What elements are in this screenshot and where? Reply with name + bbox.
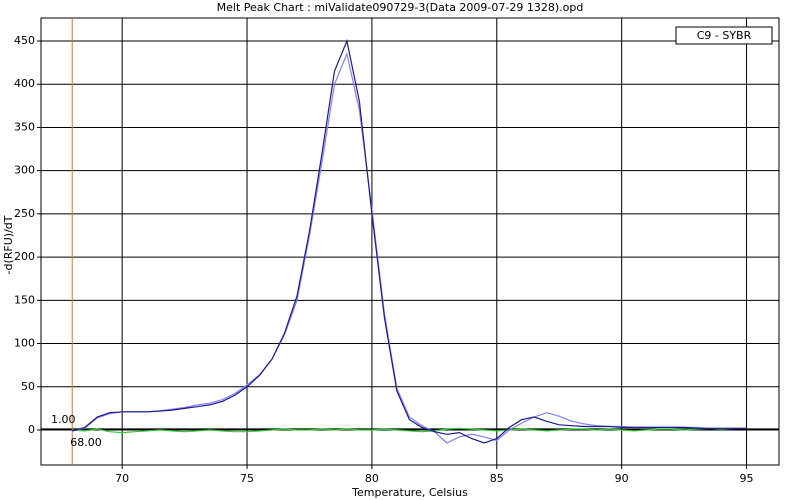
y-tick-label: 300 xyxy=(14,164,35,177)
y-tick-label: 200 xyxy=(14,250,35,263)
legend-box xyxy=(675,26,773,45)
chart-title: Melt Peak Chart : miValidate090729-3(Dat… xyxy=(217,1,584,14)
plot-area xyxy=(40,17,780,466)
legend-entry: C9 - SYBR xyxy=(697,29,752,42)
y-tick-label: 250 xyxy=(14,207,35,220)
y-tick-label: 150 xyxy=(14,293,35,306)
x-tick-label: 85 xyxy=(490,472,504,485)
x-tick-label: 80 xyxy=(365,472,379,485)
y-tick-label: 0 xyxy=(28,423,35,436)
x-tick-label: 95 xyxy=(740,472,754,485)
y-tick-label: 50 xyxy=(21,380,35,393)
y-tick-label: 100 xyxy=(14,337,35,350)
marker-label: 68.00 xyxy=(70,436,102,449)
x-tick-label: 70 xyxy=(115,472,129,485)
series-line xyxy=(72,38,747,444)
y-tick-label: 350 xyxy=(14,120,35,133)
series-line xyxy=(72,427,747,434)
y-axis-label: -d(RFU)/dT xyxy=(2,215,15,274)
x-tick-label: 75 xyxy=(240,472,254,485)
x-tick-label: 90 xyxy=(615,472,629,485)
x-axis-label: Temperature, Celsius xyxy=(351,486,468,499)
y-tick-label: 400 xyxy=(14,77,35,90)
threshold-label: 1.00 xyxy=(51,413,76,426)
y-tick-label: 450 xyxy=(14,34,35,47)
